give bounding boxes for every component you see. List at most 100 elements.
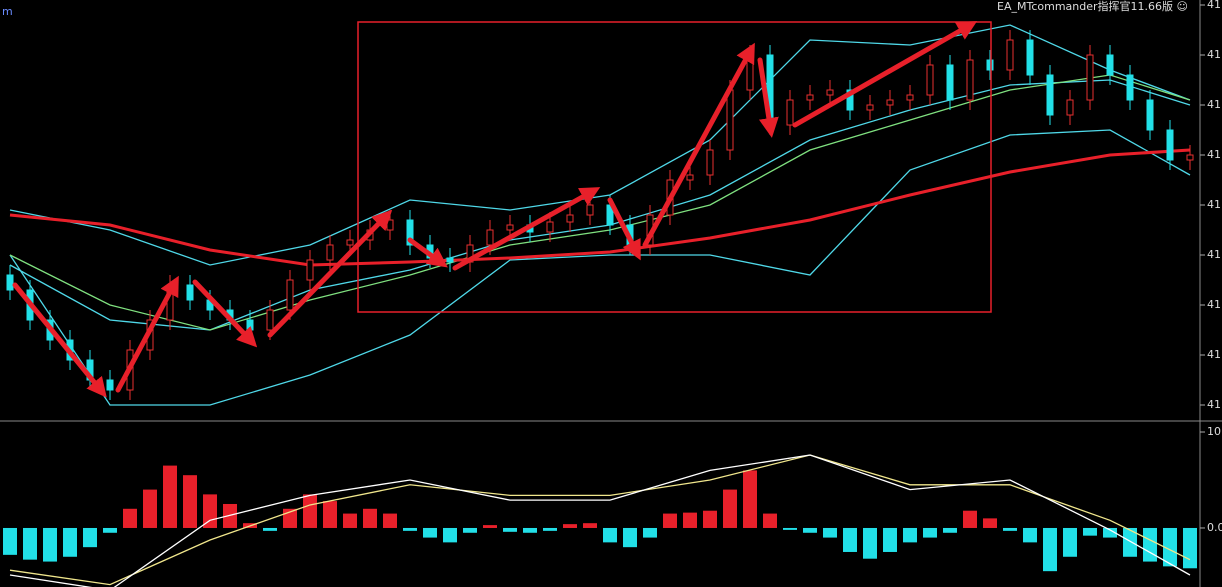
- histogram-bar: [1083, 527, 1097, 536]
- candle-body: [826, 89, 834, 96]
- histogram-bar: [703, 510, 717, 528]
- histogram-bar: [123, 508, 137, 528]
- histogram-bar: [963, 510, 977, 528]
- histogram-bar: [783, 527, 797, 530]
- histogram-bar: [3, 527, 17, 555]
- y-tick-label: 41: [1207, 298, 1221, 311]
- candle-body: [546, 221, 554, 233]
- candle-body: [986, 59, 994, 71]
- trend-arrow: [642, 42, 755, 248]
- histogram-bar: [1183, 527, 1197, 569]
- y-tick-label: 41: [1207, 248, 1221, 261]
- histogram-bar: [463, 527, 477, 533]
- candle-body: [446, 257, 454, 263]
- histogram-bar: [383, 513, 397, 528]
- histogram-bar: [343, 513, 357, 528]
- y-tick-label: 41: [1207, 198, 1221, 211]
- candle-body: [1066, 99, 1074, 116]
- highlight-box: [357, 21, 992, 313]
- histogram-bar: [103, 527, 117, 533]
- candle-body: [1046, 74, 1054, 116]
- candle-body: [406, 219, 414, 246]
- histogram-bar: [863, 527, 877, 559]
- candle-body: [506, 224, 514, 231]
- histogram-bar: [823, 527, 837, 538]
- candle-body: [1186, 154, 1194, 161]
- candle-body: [106, 379, 114, 391]
- candle-body: [1126, 74, 1134, 101]
- histogram-bar: [323, 501, 337, 528]
- macd-panel: 10. 0.0: [3, 425, 1222, 587]
- candle-body: [1146, 99, 1154, 131]
- annotations: [12, 21, 992, 398]
- indicator-line: [9, 129, 1191, 406]
- histogram-bar: [223, 503, 237, 528]
- candle-body: [246, 319, 254, 331]
- trend-arrow: [452, 187, 601, 271]
- trend-arrow: [407, 237, 448, 268]
- histogram-bar: [563, 524, 577, 528]
- histogram-bar: [943, 527, 957, 533]
- candle-body: [806, 94, 814, 101]
- candle-body: [966, 59, 974, 101]
- candle-body: [886, 99, 894, 106]
- candle-body: [326, 244, 334, 261]
- trend-arrow: [607, 197, 641, 261]
- candle-body: [906, 94, 914, 101]
- y-tick-label: 0.0: [1207, 521, 1222, 534]
- trend-arrow: [115, 275, 179, 393]
- y-tick-label: 41: [1207, 98, 1221, 111]
- candle-body: [346, 239, 354, 246]
- histogram-bar: [603, 527, 617, 543]
- candle-body: [186, 284, 194, 301]
- candle-body: [726, 89, 734, 151]
- histogram-bar: [843, 527, 857, 552]
- histogram-bar: [203, 494, 217, 528]
- histogram-bar: [983, 518, 997, 528]
- trend-arrow: [12, 282, 107, 398]
- chart-title: EA_MTcommander指挥官11.66版 ☺: [997, 0, 1188, 13]
- candle-body: [6, 274, 14, 291]
- histogram-bar: [23, 527, 37, 560]
- histogram-bar: [1063, 527, 1077, 557]
- y-tick-label: 41: [1207, 348, 1221, 361]
- histogram-bar: [1103, 527, 1117, 538]
- histogram-bar: [503, 527, 517, 532]
- histogram-bar: [803, 527, 817, 533]
- histogram-bar: [923, 527, 937, 538]
- histogram-bar: [723, 489, 737, 528]
- histogram-bar: [363, 508, 377, 528]
- candle-body: [566, 214, 574, 223]
- histogram-bar: [143, 489, 157, 528]
- y-tick-label: 10.: [1207, 425, 1222, 438]
- trend-arrow: [267, 209, 393, 338]
- y-tick-label: 41: [1207, 48, 1221, 61]
- candle-body: [926, 64, 934, 96]
- histogram-bar: [1143, 527, 1157, 562]
- histogram-bar: [1043, 527, 1057, 572]
- histogram-bar: [83, 527, 97, 548]
- histogram-bar: [303, 494, 317, 528]
- histogram-bar: [443, 527, 457, 543]
- histogram-bar: [663, 513, 677, 528]
- histogram-bar: [163, 465, 177, 528]
- histogram-bar: [423, 527, 437, 538]
- candle-body: [786, 99, 794, 126]
- histogram-bar: [1023, 527, 1037, 543]
- candle-body: [586, 204, 594, 216]
- histogram-bar: [543, 527, 557, 531]
- histogram-bar: [623, 527, 637, 548]
- histogram-bar: [183, 475, 197, 528]
- candle-body: [1006, 39, 1014, 71]
- candle-body: [846, 89, 854, 111]
- trend-arrow: [757, 57, 779, 138]
- candle-body: [706, 149, 714, 176]
- candle-body: [266, 309, 274, 331]
- histogram-bar: [763, 513, 777, 528]
- indicator-line: [9, 454, 1191, 586]
- candle-body: [306, 259, 314, 281]
- y-tick-label: 41: [1207, 0, 1221, 11]
- candle-body: [386, 219, 394, 231]
- candle-body: [1086, 54, 1094, 101]
